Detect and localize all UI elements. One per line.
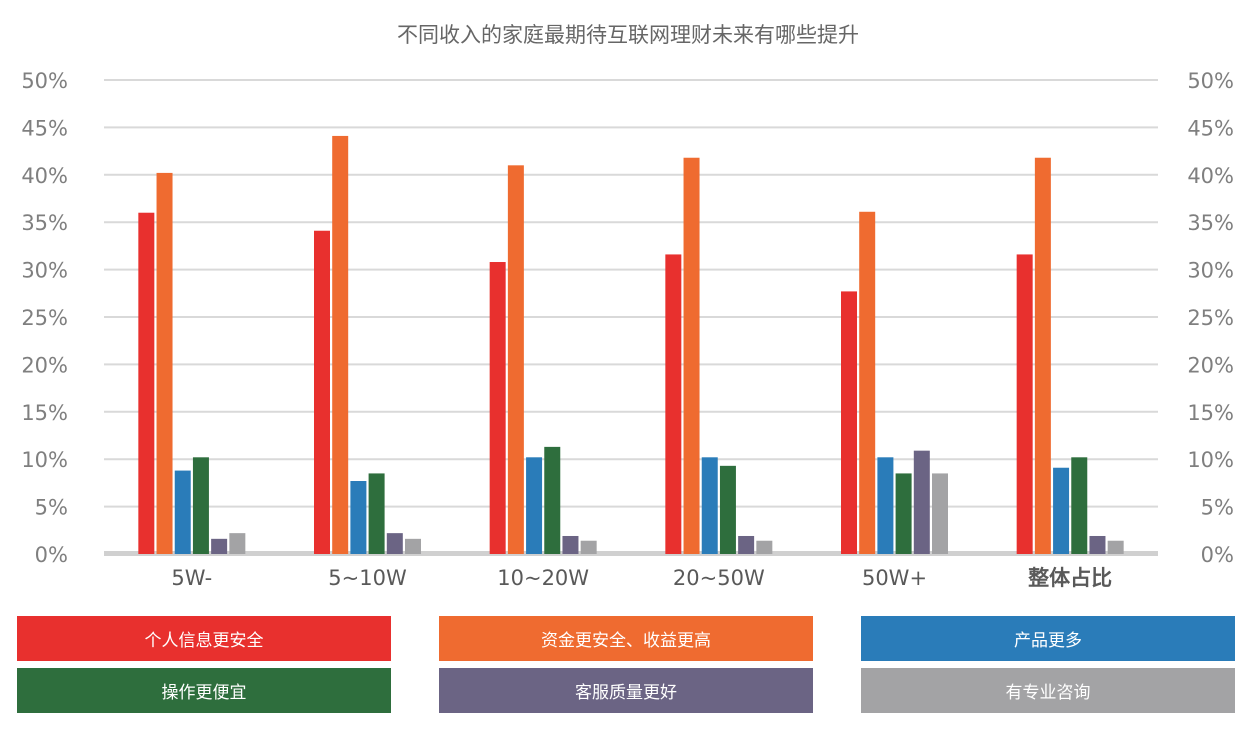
bar [1107,540,1124,554]
bar [1034,157,1051,554]
y-tick-label-left: 50% [21,69,68,93]
y-tick-label-left: 20% [21,353,68,377]
legend-item: 产品更多 [861,616,1235,661]
bar [683,157,700,554]
bar [756,540,773,554]
bar [192,457,209,554]
bar [841,291,857,554]
bar [1053,467,1070,554]
chart-title: 不同收入的家庭最期待互联网理财未来有哪些提升 [397,23,859,47]
bar [350,481,367,554]
x-tick-label: 50W+ [862,566,927,590]
bar [405,538,421,554]
y-tick-label-right: 15% [1187,401,1234,425]
bar [580,540,597,554]
bar [332,135,349,554]
bar [156,172,173,555]
bar [859,211,876,554]
bar [526,457,543,554]
y-tick-label-left: 5% [35,496,68,520]
x-tick-label: 20~50W [673,566,765,590]
y-tick-label-left: 30% [21,259,68,283]
chart: 不同收入的家庭最期待互联网理财未来有哪些提升 0% 5% 10% 15% 20% 25% 3… [21,23,1234,590]
y-tick-label-left: 0% [35,543,68,567]
y-tick-label-right: 45% [1187,116,1234,140]
bar [913,450,930,554]
bar [489,262,506,554]
y-tick-label-right: 0% [1201,543,1234,567]
bar [719,465,736,554]
legend-item: 操作更便宜 [17,668,391,713]
y-tick-label-right: 50% [1187,69,1234,93]
bar [562,535,579,554]
bar [138,212,155,554]
bar [1089,535,1106,554]
bar [665,254,682,554]
x-tick-label: 5W- [171,566,212,590]
y-tick-label-right: 25% [1187,306,1234,330]
bar [544,446,561,554]
legend-item: 资金更安全、收益更高 [439,616,813,661]
legend-item: 个人信息更安全 [17,616,391,661]
bar [507,165,524,554]
legend-item: 客服质量更好 [439,668,813,713]
y-axis-right: 0% 5% 10% 15% 20% 25% 30% 35% 40% 45% 50% [1187,69,1234,567]
bar [701,457,718,554]
x-tick-label: 10~20W [497,566,589,590]
y-tick-label-left: 45% [21,116,68,140]
bar [895,473,912,554]
y-tick-label-right: 30% [1187,259,1234,283]
y-axis-left: 0% 5% 10% 15% 20% 25% 30% 35% 40% 45% 50% [21,69,68,567]
bar [932,473,948,554]
bar [877,457,894,554]
bar [386,533,403,554]
x-axis-labels: 5W- 5~10W 10~20W 20~50W 50W+ 整体占比 [171,566,1112,590]
y-tick-label-right: 40% [1187,164,1234,188]
bar [1071,457,1088,554]
bar [314,230,330,554]
y-tick-label-left: 40% [21,164,68,188]
y-tick-label-right: 35% [1187,211,1234,235]
bar [174,470,191,554]
bar [368,473,385,554]
x-axis-line [104,551,1158,556]
bar [1016,254,1033,554]
legend-item: 有专业咨询 [861,668,1235,713]
bar [738,535,755,554]
bar [229,533,246,554]
y-tick-label-right: 5% [1201,496,1234,520]
y-tick-label-left: 25% [21,306,68,330]
gridlines [104,79,1158,556]
y-tick-label-right: 10% [1187,448,1234,472]
y-tick-label-left: 15% [21,401,68,425]
y-tick-label-right: 20% [1187,353,1234,377]
x-tick-label: 整体占比 [1028,566,1112,590]
bars [138,135,1124,555]
x-tick-label: 5~10W [328,566,407,590]
y-tick-label-left: 35% [21,211,68,235]
bar [211,538,228,554]
y-tick-label-left: 10% [21,448,68,472]
